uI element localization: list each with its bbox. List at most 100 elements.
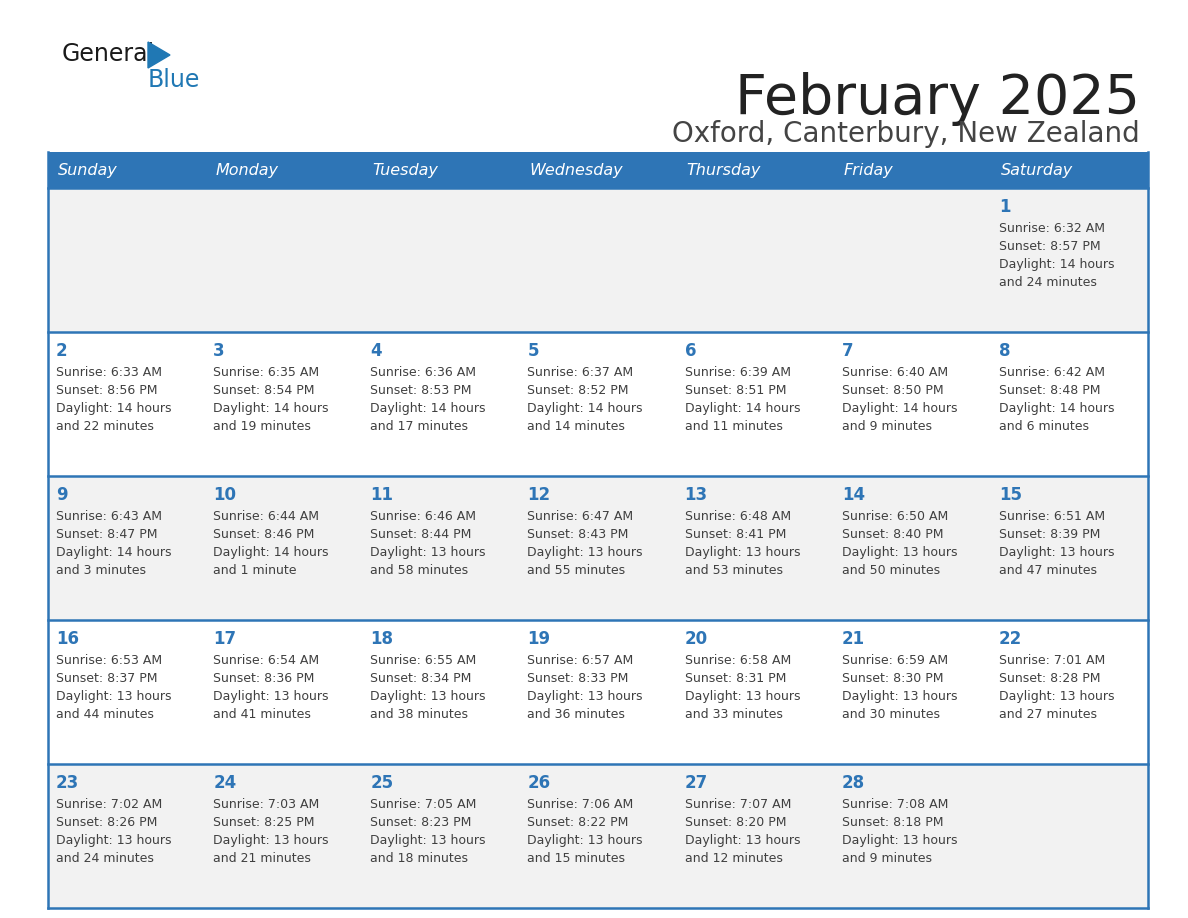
Text: Daylight: 13 hours: Daylight: 13 hours bbox=[842, 690, 958, 703]
Text: and 18 minutes: and 18 minutes bbox=[371, 852, 468, 865]
Text: Daylight: 14 hours: Daylight: 14 hours bbox=[213, 546, 329, 559]
Text: Sunset: 8:54 PM: Sunset: 8:54 PM bbox=[213, 384, 315, 397]
Text: and 15 minutes: and 15 minutes bbox=[527, 852, 625, 865]
Text: and 1 minute: and 1 minute bbox=[213, 564, 297, 577]
Text: 1: 1 bbox=[999, 198, 1010, 216]
Text: Daylight: 14 hours: Daylight: 14 hours bbox=[684, 402, 800, 415]
Text: Sunrise: 7:05 AM: Sunrise: 7:05 AM bbox=[371, 798, 476, 811]
Text: Daylight: 13 hours: Daylight: 13 hours bbox=[371, 834, 486, 847]
Text: and 55 minutes: and 55 minutes bbox=[527, 564, 626, 577]
Text: and 44 minutes: and 44 minutes bbox=[56, 708, 154, 721]
Text: Sunset: 8:40 PM: Sunset: 8:40 PM bbox=[842, 528, 943, 541]
Text: and 9 minutes: and 9 minutes bbox=[842, 852, 931, 865]
Text: Sunset: 8:34 PM: Sunset: 8:34 PM bbox=[371, 672, 472, 685]
Text: 18: 18 bbox=[371, 630, 393, 648]
Text: 22: 22 bbox=[999, 630, 1022, 648]
Text: Sunrise: 7:08 AM: Sunrise: 7:08 AM bbox=[842, 798, 948, 811]
Text: and 24 minutes: and 24 minutes bbox=[999, 276, 1097, 289]
Text: Sunset: 8:22 PM: Sunset: 8:22 PM bbox=[527, 816, 628, 829]
Text: Sunrise: 6:42 AM: Sunrise: 6:42 AM bbox=[999, 366, 1105, 379]
Text: Daylight: 14 hours: Daylight: 14 hours bbox=[527, 402, 643, 415]
Text: and 3 minutes: and 3 minutes bbox=[56, 564, 146, 577]
Text: Daylight: 14 hours: Daylight: 14 hours bbox=[842, 402, 958, 415]
Text: Sunrise: 7:06 AM: Sunrise: 7:06 AM bbox=[527, 798, 633, 811]
Text: Sunset: 8:50 PM: Sunset: 8:50 PM bbox=[842, 384, 943, 397]
Text: 17: 17 bbox=[213, 630, 236, 648]
Text: Sunset: 8:57 PM: Sunset: 8:57 PM bbox=[999, 240, 1100, 253]
Text: and 17 minutes: and 17 minutes bbox=[371, 420, 468, 433]
Text: Sunrise: 6:48 AM: Sunrise: 6:48 AM bbox=[684, 510, 791, 523]
Text: Daylight: 13 hours: Daylight: 13 hours bbox=[527, 690, 643, 703]
Text: Sunrise: 6:32 AM: Sunrise: 6:32 AM bbox=[999, 222, 1105, 235]
Text: Sunset: 8:41 PM: Sunset: 8:41 PM bbox=[684, 528, 786, 541]
Text: and 24 minutes: and 24 minutes bbox=[56, 852, 154, 865]
Text: and 53 minutes: and 53 minutes bbox=[684, 564, 783, 577]
Text: Daylight: 13 hours: Daylight: 13 hours bbox=[527, 546, 643, 559]
Text: Daylight: 13 hours: Daylight: 13 hours bbox=[999, 546, 1114, 559]
Text: Wednesday: Wednesday bbox=[530, 162, 623, 177]
Text: and 38 minutes: and 38 minutes bbox=[371, 708, 468, 721]
Text: 12: 12 bbox=[527, 486, 550, 504]
Text: and 41 minutes: and 41 minutes bbox=[213, 708, 311, 721]
Bar bbox=[48, 476, 1148, 620]
Text: and 14 minutes: and 14 minutes bbox=[527, 420, 625, 433]
Text: Sunrise: 6:37 AM: Sunrise: 6:37 AM bbox=[527, 366, 633, 379]
Text: Sunset: 8:44 PM: Sunset: 8:44 PM bbox=[371, 528, 472, 541]
Text: 7: 7 bbox=[842, 342, 853, 360]
Text: Daylight: 13 hours: Daylight: 13 hours bbox=[842, 546, 958, 559]
Text: 26: 26 bbox=[527, 774, 550, 792]
Text: 14: 14 bbox=[842, 486, 865, 504]
Text: 3: 3 bbox=[213, 342, 225, 360]
Text: and 11 minutes: and 11 minutes bbox=[684, 420, 783, 433]
Text: Sunset: 8:52 PM: Sunset: 8:52 PM bbox=[527, 384, 628, 397]
Bar bbox=[48, 332, 1148, 476]
Text: Sunrise: 6:33 AM: Sunrise: 6:33 AM bbox=[56, 366, 162, 379]
Text: Sunrise: 6:51 AM: Sunrise: 6:51 AM bbox=[999, 510, 1105, 523]
Text: Sunrise: 6:53 AM: Sunrise: 6:53 AM bbox=[56, 654, 162, 667]
Text: Oxford, Canterbury, New Zealand: Oxford, Canterbury, New Zealand bbox=[672, 120, 1140, 148]
Text: 27: 27 bbox=[684, 774, 708, 792]
Text: Monday: Monday bbox=[215, 162, 278, 177]
Text: Sunset: 8:31 PM: Sunset: 8:31 PM bbox=[684, 672, 786, 685]
Text: Sunset: 8:37 PM: Sunset: 8:37 PM bbox=[56, 672, 158, 685]
Text: Daylight: 14 hours: Daylight: 14 hours bbox=[56, 546, 171, 559]
Text: Sunrise: 6:36 AM: Sunrise: 6:36 AM bbox=[371, 366, 476, 379]
Text: Tuesday: Tuesday bbox=[372, 162, 438, 177]
Text: Daylight: 13 hours: Daylight: 13 hours bbox=[213, 690, 329, 703]
Bar bbox=[48, 188, 1148, 332]
Text: and 9 minutes: and 9 minutes bbox=[842, 420, 931, 433]
Text: Sunrise: 6:50 AM: Sunrise: 6:50 AM bbox=[842, 510, 948, 523]
Text: Sunrise: 6:54 AM: Sunrise: 6:54 AM bbox=[213, 654, 320, 667]
Text: 20: 20 bbox=[684, 630, 708, 648]
Text: and 58 minutes: and 58 minutes bbox=[371, 564, 468, 577]
Text: Sunrise: 6:40 AM: Sunrise: 6:40 AM bbox=[842, 366, 948, 379]
Text: Daylight: 13 hours: Daylight: 13 hours bbox=[999, 690, 1114, 703]
Text: and 21 minutes: and 21 minutes bbox=[213, 852, 311, 865]
Text: Sunrise: 6:59 AM: Sunrise: 6:59 AM bbox=[842, 654, 948, 667]
Text: and 30 minutes: and 30 minutes bbox=[842, 708, 940, 721]
Text: 10: 10 bbox=[213, 486, 236, 504]
Text: 15: 15 bbox=[999, 486, 1022, 504]
Text: 21: 21 bbox=[842, 630, 865, 648]
Text: Daylight: 13 hours: Daylight: 13 hours bbox=[213, 834, 329, 847]
Text: Sunset: 8:28 PM: Sunset: 8:28 PM bbox=[999, 672, 1100, 685]
Text: Daylight: 13 hours: Daylight: 13 hours bbox=[684, 834, 800, 847]
Text: Sunset: 8:25 PM: Sunset: 8:25 PM bbox=[213, 816, 315, 829]
Text: Sunset: 8:56 PM: Sunset: 8:56 PM bbox=[56, 384, 158, 397]
Text: February 2025: February 2025 bbox=[735, 72, 1140, 126]
Text: Daylight: 14 hours: Daylight: 14 hours bbox=[999, 402, 1114, 415]
Text: and 36 minutes: and 36 minutes bbox=[527, 708, 625, 721]
Text: Sunset: 8:51 PM: Sunset: 8:51 PM bbox=[684, 384, 786, 397]
Text: and 12 minutes: and 12 minutes bbox=[684, 852, 783, 865]
Text: Sunset: 8:47 PM: Sunset: 8:47 PM bbox=[56, 528, 158, 541]
Text: and 6 minutes: and 6 minutes bbox=[999, 420, 1089, 433]
Text: Sunset: 8:20 PM: Sunset: 8:20 PM bbox=[684, 816, 786, 829]
Text: Blue: Blue bbox=[148, 68, 201, 92]
Text: Sunset: 8:18 PM: Sunset: 8:18 PM bbox=[842, 816, 943, 829]
Text: 9: 9 bbox=[56, 486, 68, 504]
Text: Sunday: Sunday bbox=[58, 162, 118, 177]
Text: 23: 23 bbox=[56, 774, 80, 792]
Text: Saturday: Saturday bbox=[1000, 162, 1073, 177]
Text: and 27 minutes: and 27 minutes bbox=[999, 708, 1097, 721]
Text: and 19 minutes: and 19 minutes bbox=[213, 420, 311, 433]
